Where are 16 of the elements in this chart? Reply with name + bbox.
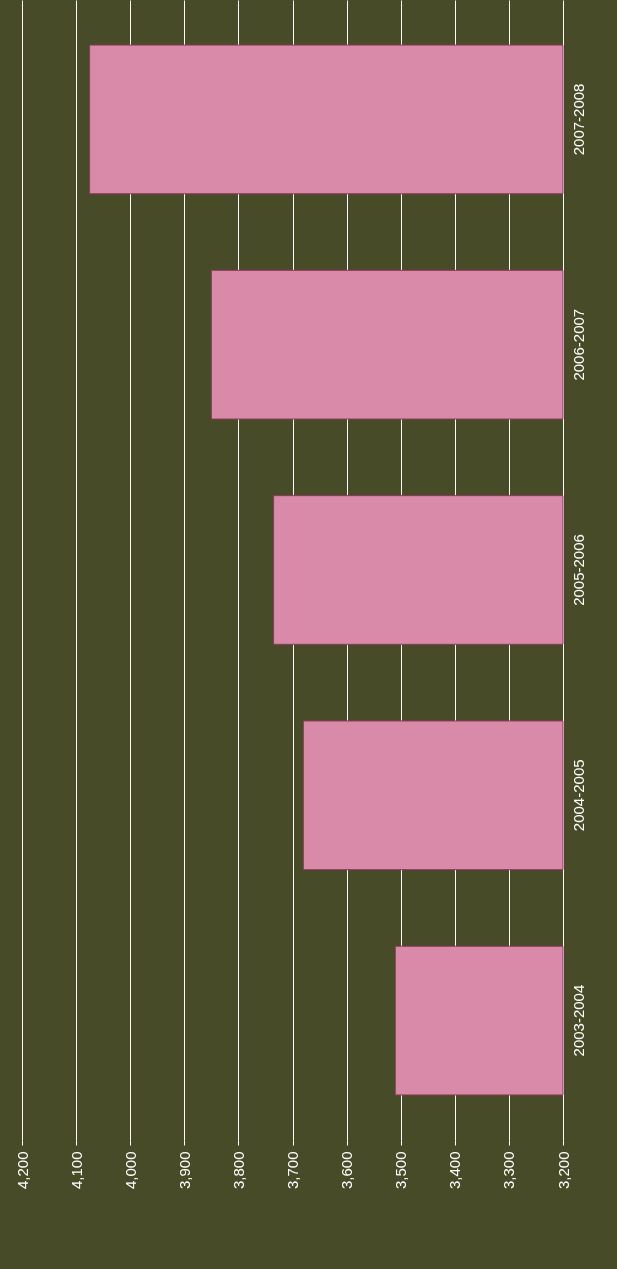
x-tick-label: 3,900: [175, 1151, 193, 1190]
x-tick-label: 4,100: [67, 1151, 85, 1190]
y-tick-label: 2005-2006: [569, 534, 587, 606]
x-tick-label: 3,700: [284, 1151, 301, 1190]
x-tick-label: 3,200: [554, 1151, 572, 1190]
x-tick-label: 3,300: [500, 1151, 518, 1190]
y-tick-label: 2003-2004: [569, 984, 587, 1057]
x-tick-label: 3,800: [229, 1151, 247, 1190]
x-tick-label: 4,000: [121, 1151, 139, 1190]
x-tick-label: 3,400: [446, 1151, 464, 1190]
y-tick-label: 2004-2005: [569, 759, 587, 832]
y-tick-label: 2007-2008: [569, 83, 587, 156]
x-tick-label: 3,500: [392, 1151, 410, 1190]
y-tick-label: 2006-2007: [569, 308, 587, 381]
x-tick-label: 3,600: [338, 1151, 356, 1190]
x-tick-label: 4,200: [13, 1151, 31, 1190]
